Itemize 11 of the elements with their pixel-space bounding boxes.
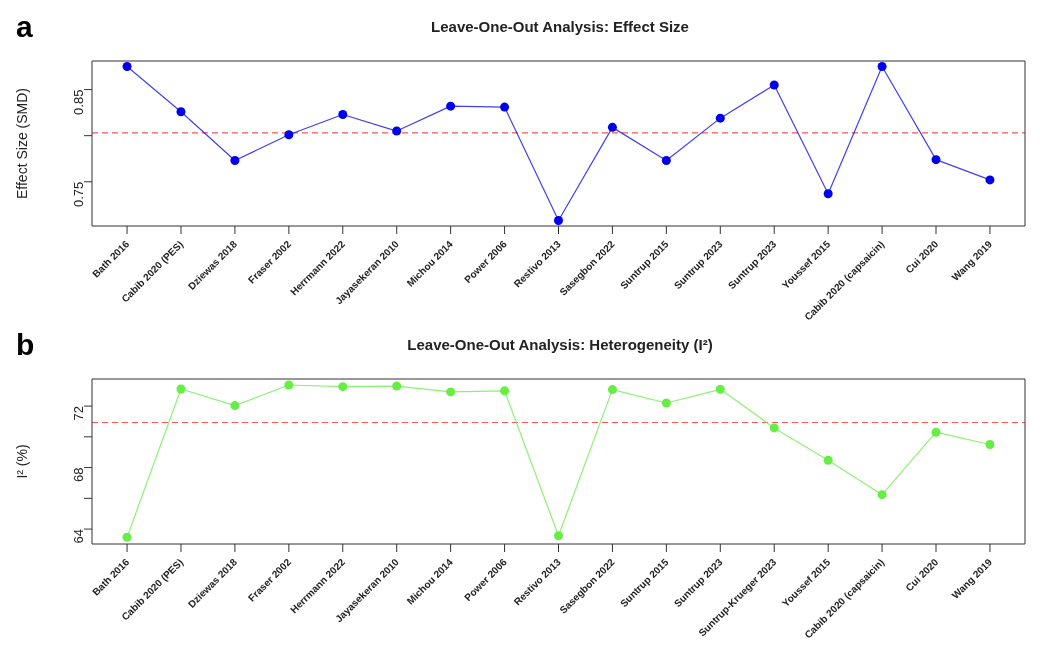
y-axis-title: Effect Size (SMD)	[13, 88, 30, 199]
y-tick-label: 0.75	[70, 181, 86, 208]
y-tick-label: 72	[70, 406, 86, 421]
text: b	[16, 328, 35, 362]
y-axis-title: I² (%)	[13, 444, 30, 479]
chart-title: Leave-One-Out Analysis: Heterogeneity (I²)	[406, 336, 714, 353]
y-tick-label: 68	[70, 467, 86, 483]
y-tick-label: 64	[70, 529, 86, 544]
y-tick-label: 0.85	[70, 89, 86, 115]
text: a	[16, 10, 33, 44]
chart-title: Leave-One-Out Analysis: Effect Size	[430, 18, 690, 35]
